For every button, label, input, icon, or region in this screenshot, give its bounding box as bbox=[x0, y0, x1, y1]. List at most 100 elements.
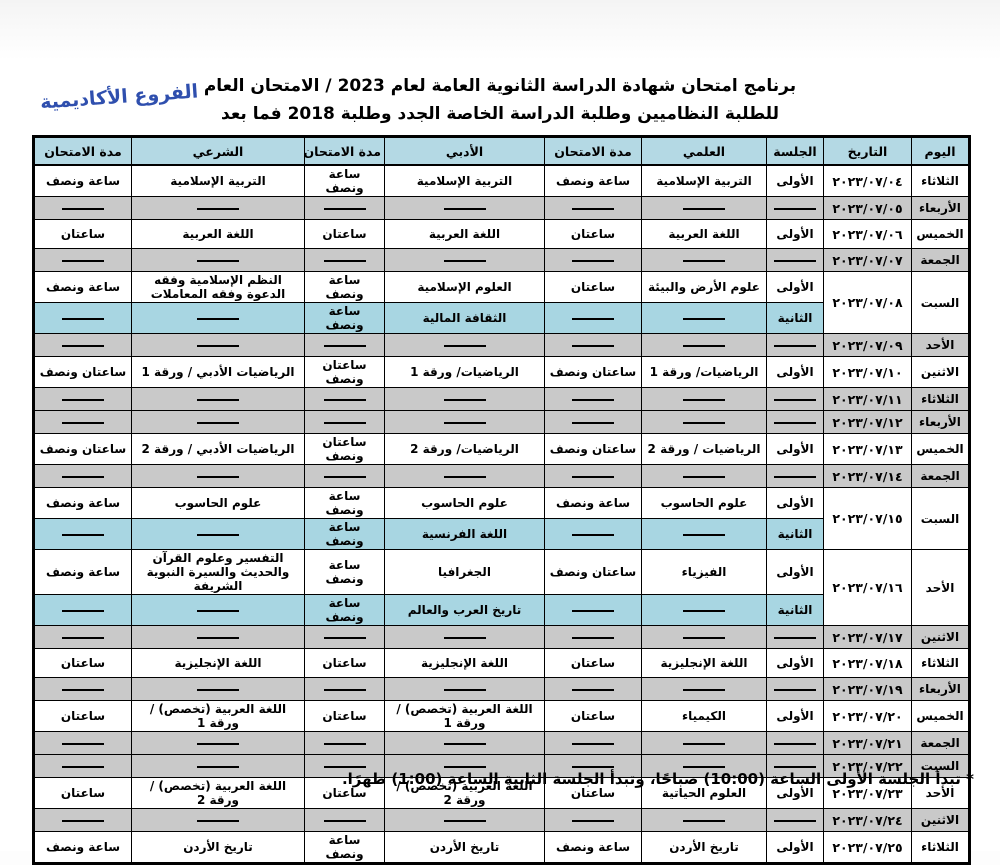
sharia-duration-cell bbox=[33, 302, 132, 334]
literary-subject-cell: اللغة العربية (تخصص) / ورقة 2 bbox=[384, 777, 545, 809]
empty-dash bbox=[683, 742, 725, 745]
literary-subject-cell: تاريخ الأردن bbox=[384, 831, 545, 864]
header-row: اليوم التاريخ الجلسة العلمي مدة الامتحان الأد… bbox=[33, 136, 970, 166]
sharia-duration-cell: ساعة ونصف bbox=[33, 831, 132, 864]
day-cell: السبت bbox=[911, 487, 970, 550]
date-value: ٢٠٢٣/٠٧/١٧ bbox=[832, 629, 903, 645]
column-header: التاريخ bbox=[823, 136, 912, 166]
date-cell: ٢٠٢٣/٠٧/١٤ bbox=[823, 464, 912, 488]
date-cell: ٢٠٢٣/٠٧/١٥ bbox=[823, 487, 912, 550]
literary-subject-cell bbox=[384, 333, 545, 357]
empty-dash bbox=[323, 475, 366, 478]
empty-dash bbox=[683, 475, 725, 478]
empty-dash bbox=[683, 765, 725, 768]
date-cell: ٢٠٢٣/٠٧/٠٩ bbox=[823, 333, 912, 357]
empty-dash bbox=[197, 688, 239, 691]
literary-subject-cell: اللغة العربية bbox=[384, 219, 545, 249]
sharia-subject-cell: التفسير وعلوم القرآن والحديث والسيرة الن… bbox=[131, 549, 305, 595]
date-cell: ٢٠٢٣/٠٧/٠٧ bbox=[823, 248, 912, 272]
literary-duration-cell: ساعة ونصف bbox=[304, 164, 385, 197]
sharia-duration-cell: ساعتان ونصف bbox=[33, 433, 132, 465]
empty-dash bbox=[62, 259, 104, 262]
scientific-duration-cell: ساعة ونصف bbox=[544, 831, 642, 864]
exam-schedule-table: اليوم التاريخ الجلسة العلمي مدة الامتحان الأد… bbox=[32, 135, 971, 865]
date-cell: ٢٠٢٣/٠٧/١٧ bbox=[823, 625, 912, 649]
empty-dash bbox=[62, 317, 104, 320]
session-cell: الأولى bbox=[766, 164, 824, 197]
sharia-subject-cell: النظم الإسلامية وفقه الدعوة وفقه المعامل… bbox=[131, 271, 305, 303]
empty-dash bbox=[197, 344, 239, 347]
sharia-duration-cell: ساعتان bbox=[33, 777, 132, 809]
date-cell: ٢٠٢٣/٠٧/١٩ bbox=[823, 677, 912, 701]
empty-dash bbox=[572, 533, 614, 536]
empty-dash bbox=[443, 742, 486, 745]
date-value: ٢٠٢٣/٠٧/٠٤ bbox=[832, 173, 903, 189]
literary-subject-cell bbox=[384, 410, 545, 434]
session-cell: الأولى bbox=[766, 700, 824, 732]
sharia-subject-cell bbox=[131, 594, 305, 626]
literary-subject-cell: اللغة الفرنسية bbox=[384, 518, 545, 550]
scientific-subject-cell: علوم الأرض والبيئة bbox=[641, 271, 767, 303]
empty-dash bbox=[683, 259, 725, 262]
scientific-duration-cell bbox=[544, 677, 642, 701]
empty-dash bbox=[323, 688, 366, 691]
empty-dash bbox=[774, 398, 816, 401]
empty-dash bbox=[323, 819, 366, 822]
scientific-duration-cell bbox=[544, 594, 642, 626]
table-row: السبت ٢٠٢٣/٠٧/٠٨ الأولى علوم الأرض والبيئة س… bbox=[33, 271, 970, 334]
day-cell: الثلاثاء bbox=[911, 164, 970, 197]
date-cell: ٢٠٢٣/٠٧/١٦ bbox=[823, 549, 912, 626]
empty-dash bbox=[197, 259, 239, 262]
sharia-subject-cell bbox=[131, 677, 305, 701]
table-header: اليوم التاريخ الجلسة العلمي مدة الامتحان الأد… bbox=[33, 136, 970, 166]
date-value: ٢٠٢٣/٠٧/٢٣ bbox=[832, 785, 903, 801]
empty-dash bbox=[774, 421, 816, 424]
session-cell bbox=[766, 387, 824, 411]
date-value: ٢٠٢٣/٠٧/١٦ bbox=[832, 580, 903, 595]
table-row: الأربعاء ٢٠٢٣/٠٧/١٢ bbox=[33, 410, 970, 434]
empty-dash bbox=[323, 742, 366, 745]
scientific-duration-cell: ساعتان bbox=[544, 648, 642, 678]
table-row: الثانية تاريخ العرب والعالم ساعة ونصف bbox=[33, 594, 970, 626]
sharia-subject-cell bbox=[131, 518, 305, 550]
date-value: ٢٠٢٣/٠٧/٠٥ bbox=[832, 200, 903, 216]
table-row: الثانية اللغة الفرنسية ساعة ونصف bbox=[33, 518, 970, 550]
table-row: الثلاثاء ٢٠٢٣/٠٧/٠٤ الأولى التربية الإسلامي… bbox=[33, 164, 970, 197]
scientific-subject-cell bbox=[641, 464, 767, 488]
session-cell: الأولى bbox=[766, 219, 824, 249]
session-cell bbox=[766, 808, 824, 832]
literary-duration-cell: ساعتان bbox=[304, 777, 385, 809]
table-row: الثلاثاء ٢٠٢٣/٠٧/١٨ الأولى اللغة الإنجليزية… bbox=[33, 648, 970, 678]
page-title: برنامج امتحان شهادة الدراسة الثانوية الع… bbox=[0, 72, 1000, 128]
date-cell: ٢٠٢٣/٠٧/١٢ bbox=[823, 410, 912, 434]
empty-dash bbox=[683, 398, 725, 401]
empty-dash bbox=[774, 475, 816, 478]
date-value: ٢٠٢٣/٠٧/٠٧ bbox=[832, 252, 903, 268]
literary-subject-cell bbox=[384, 387, 545, 411]
literary-duration-cell: ساعتان bbox=[304, 648, 385, 678]
date-value: ٢٠٢٣/٠٧/٢١ bbox=[832, 735, 903, 751]
day-cell: الخميس bbox=[911, 700, 970, 732]
scientific-duration-cell: ساعتان ونصف bbox=[544, 549, 642, 595]
sharia-duration-cell bbox=[33, 387, 132, 411]
sharia-duration-cell: ساعتان bbox=[33, 700, 132, 732]
empty-dash bbox=[683, 344, 725, 347]
session-cell bbox=[766, 196, 824, 220]
date-cell: ٢٠٢٣/٠٧/٢٢ bbox=[823, 754, 912, 778]
empty-dash bbox=[323, 636, 366, 639]
literary-subject-cell: الثقافة المالية bbox=[384, 302, 545, 334]
literary-subject-cell: الرياضيات/ ورقة 2 bbox=[384, 433, 545, 465]
session-cell bbox=[766, 248, 824, 272]
column-header: مدة الامتحان bbox=[33, 136, 132, 166]
sharia-subject-cell: اللغة الإنجليزية bbox=[131, 648, 305, 678]
empty-dash bbox=[62, 742, 104, 745]
empty-dash bbox=[572, 259, 614, 262]
scientific-subject-cell: اللغة الإنجليزية bbox=[641, 648, 767, 678]
sharia-duration-cell bbox=[33, 333, 132, 357]
scientific-duration-cell: ساعة ونصف bbox=[544, 487, 642, 519]
date-cell: ٢٠٢٣/٠٧/٢٤ bbox=[823, 808, 912, 832]
scientific-subject-cell bbox=[641, 594, 767, 626]
sharia-subject-cell bbox=[131, 196, 305, 220]
sharia-duration-cell bbox=[33, 808, 132, 832]
